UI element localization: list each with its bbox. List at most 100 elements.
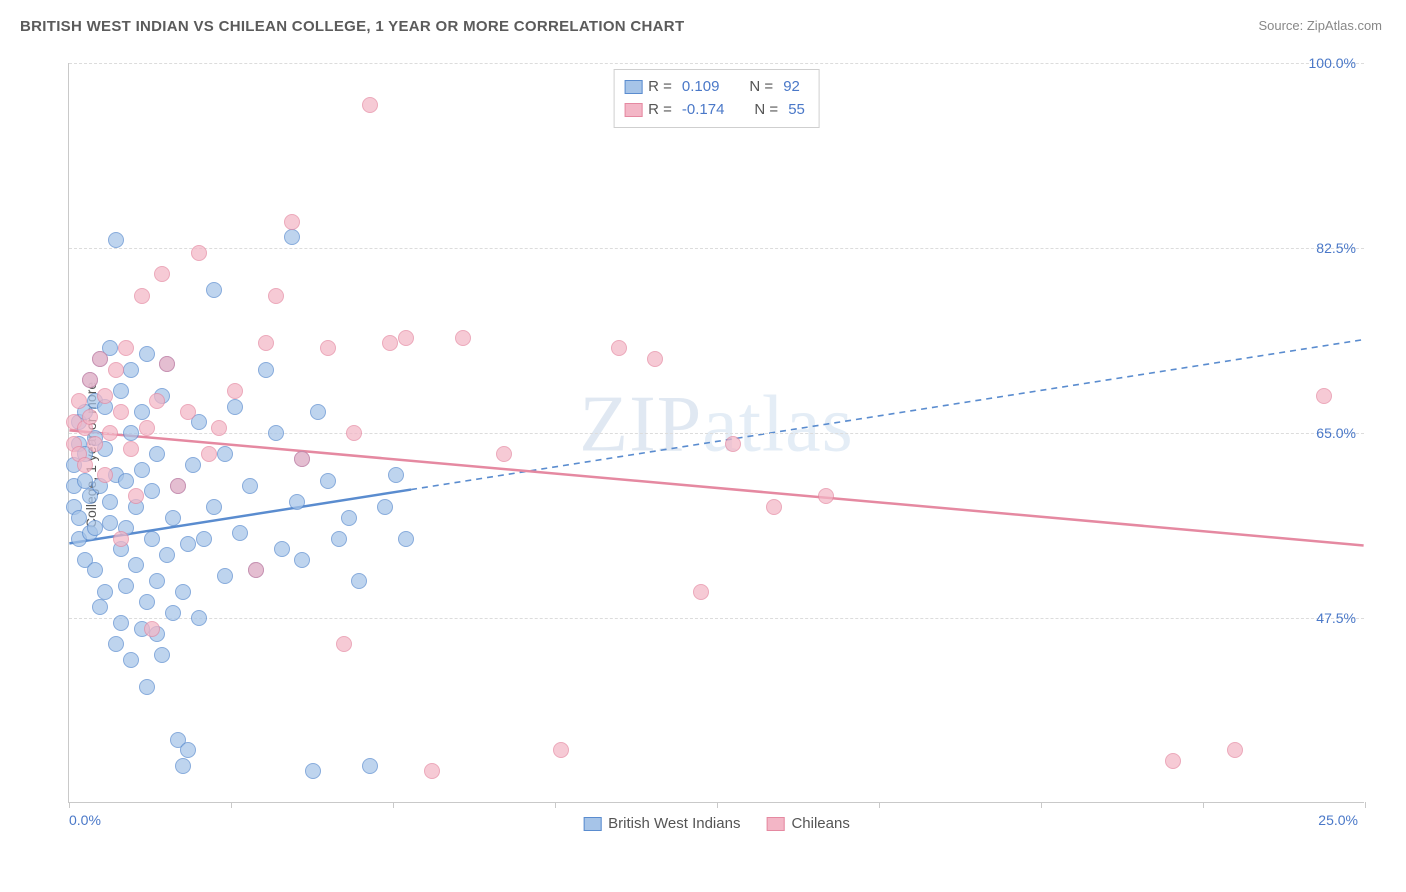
data-point: [77, 473, 93, 489]
data-point: [123, 652, 139, 668]
data-point: [123, 441, 139, 457]
data-point: [647, 351, 663, 367]
data-point: [108, 362, 124, 378]
data-point: [274, 541, 290, 557]
data-point: [201, 446, 217, 462]
data-point: [180, 536, 196, 552]
data-point: [1316, 388, 1332, 404]
legend-stat-row: R =-0.174N =55: [624, 99, 805, 122]
data-point: [185, 457, 201, 473]
data-point: [351, 573, 367, 589]
data-point: [165, 605, 181, 621]
data-point: [211, 420, 227, 436]
data-point: [180, 404, 196, 420]
gridline: [69, 248, 1364, 249]
data-point: [175, 584, 191, 600]
data-point: [82, 372, 98, 388]
legend-r-label: R =: [648, 99, 672, 122]
data-point: [227, 399, 243, 415]
data-point: [154, 266, 170, 282]
data-point: [123, 362, 139, 378]
x-tick: [717, 802, 718, 808]
data-point: [268, 288, 284, 304]
data-point: [87, 520, 103, 536]
data-point: [87, 562, 103, 578]
data-point: [118, 473, 134, 489]
data-point: [284, 214, 300, 230]
legend-swatch: [583, 817, 601, 831]
data-point: [258, 335, 274, 351]
x-axis-min-label: 0.0%: [69, 812, 101, 828]
legend-stats: R =0.109N =92R =-0.174N =55: [613, 69, 820, 128]
data-point: [227, 383, 243, 399]
legend-series-item: Chileans: [766, 815, 849, 832]
data-point: [71, 510, 87, 526]
data-point: [331, 531, 347, 547]
data-point: [398, 330, 414, 346]
data-point: [139, 594, 155, 610]
x-tick: [393, 802, 394, 808]
x-tick: [1041, 802, 1042, 808]
x-tick: [555, 802, 556, 808]
data-point: [242, 478, 258, 494]
data-point: [294, 451, 310, 467]
x-tick: [69, 802, 70, 808]
y-tick-label: 100.0%: [1309, 55, 1356, 71]
data-point: [217, 446, 233, 462]
legend-n-value: 55: [788, 99, 805, 122]
data-point: [134, 462, 150, 478]
data-point: [553, 742, 569, 758]
data-point: [144, 621, 160, 637]
data-point: [118, 578, 134, 594]
legend-swatch: [766, 817, 784, 831]
data-point: [102, 494, 118, 510]
data-point: [258, 362, 274, 378]
legend-r-label: R =: [648, 76, 672, 99]
data-point: [159, 356, 175, 372]
chart-area: College, 1 year or more ZIPatlas R =0.10…: [20, 55, 1386, 855]
data-point: [108, 636, 124, 652]
data-point: [97, 388, 113, 404]
legend-series: British West Indians Chileans: [583, 815, 850, 832]
data-point: [191, 245, 207, 261]
y-tick-label: 65.0%: [1316, 425, 1356, 441]
data-point: [496, 446, 512, 462]
data-point: [232, 525, 248, 541]
data-point: [139, 679, 155, 695]
data-point: [128, 488, 144, 504]
y-tick-label: 47.5%: [1316, 610, 1356, 626]
data-point: [362, 758, 378, 774]
data-point: [165, 510, 181, 526]
legend-series-item: British West Indians: [583, 815, 740, 832]
legend-series-label: Chileans: [791, 815, 849, 832]
data-point: [217, 568, 233, 584]
legend-swatch: [624, 80, 642, 94]
data-point: [310, 404, 326, 420]
data-point: [294, 552, 310, 568]
data-point: [1227, 742, 1243, 758]
x-tick: [1203, 802, 1204, 808]
data-point: [305, 763, 321, 779]
data-point: [455, 330, 471, 346]
data-point: [82, 409, 98, 425]
data-point: [87, 436, 103, 452]
data-point: [382, 335, 398, 351]
data-point: [144, 531, 160, 547]
data-point: [284, 229, 300, 245]
data-point: [154, 647, 170, 663]
x-tick: [231, 802, 232, 808]
legend-n-value: 92: [783, 76, 800, 99]
data-point: [248, 562, 264, 578]
data-point: [611, 340, 627, 356]
data-point: [180, 742, 196, 758]
legend-series-label: British West Indians: [608, 815, 740, 832]
data-point: [268, 425, 284, 441]
data-point: [725, 436, 741, 452]
data-point: [139, 420, 155, 436]
gridline: [69, 618, 1364, 619]
data-point: [388, 467, 404, 483]
data-point: [149, 393, 165, 409]
data-point: [123, 425, 139, 441]
legend-stat-row: R =0.109N =92: [624, 76, 805, 99]
data-point: [320, 340, 336, 356]
